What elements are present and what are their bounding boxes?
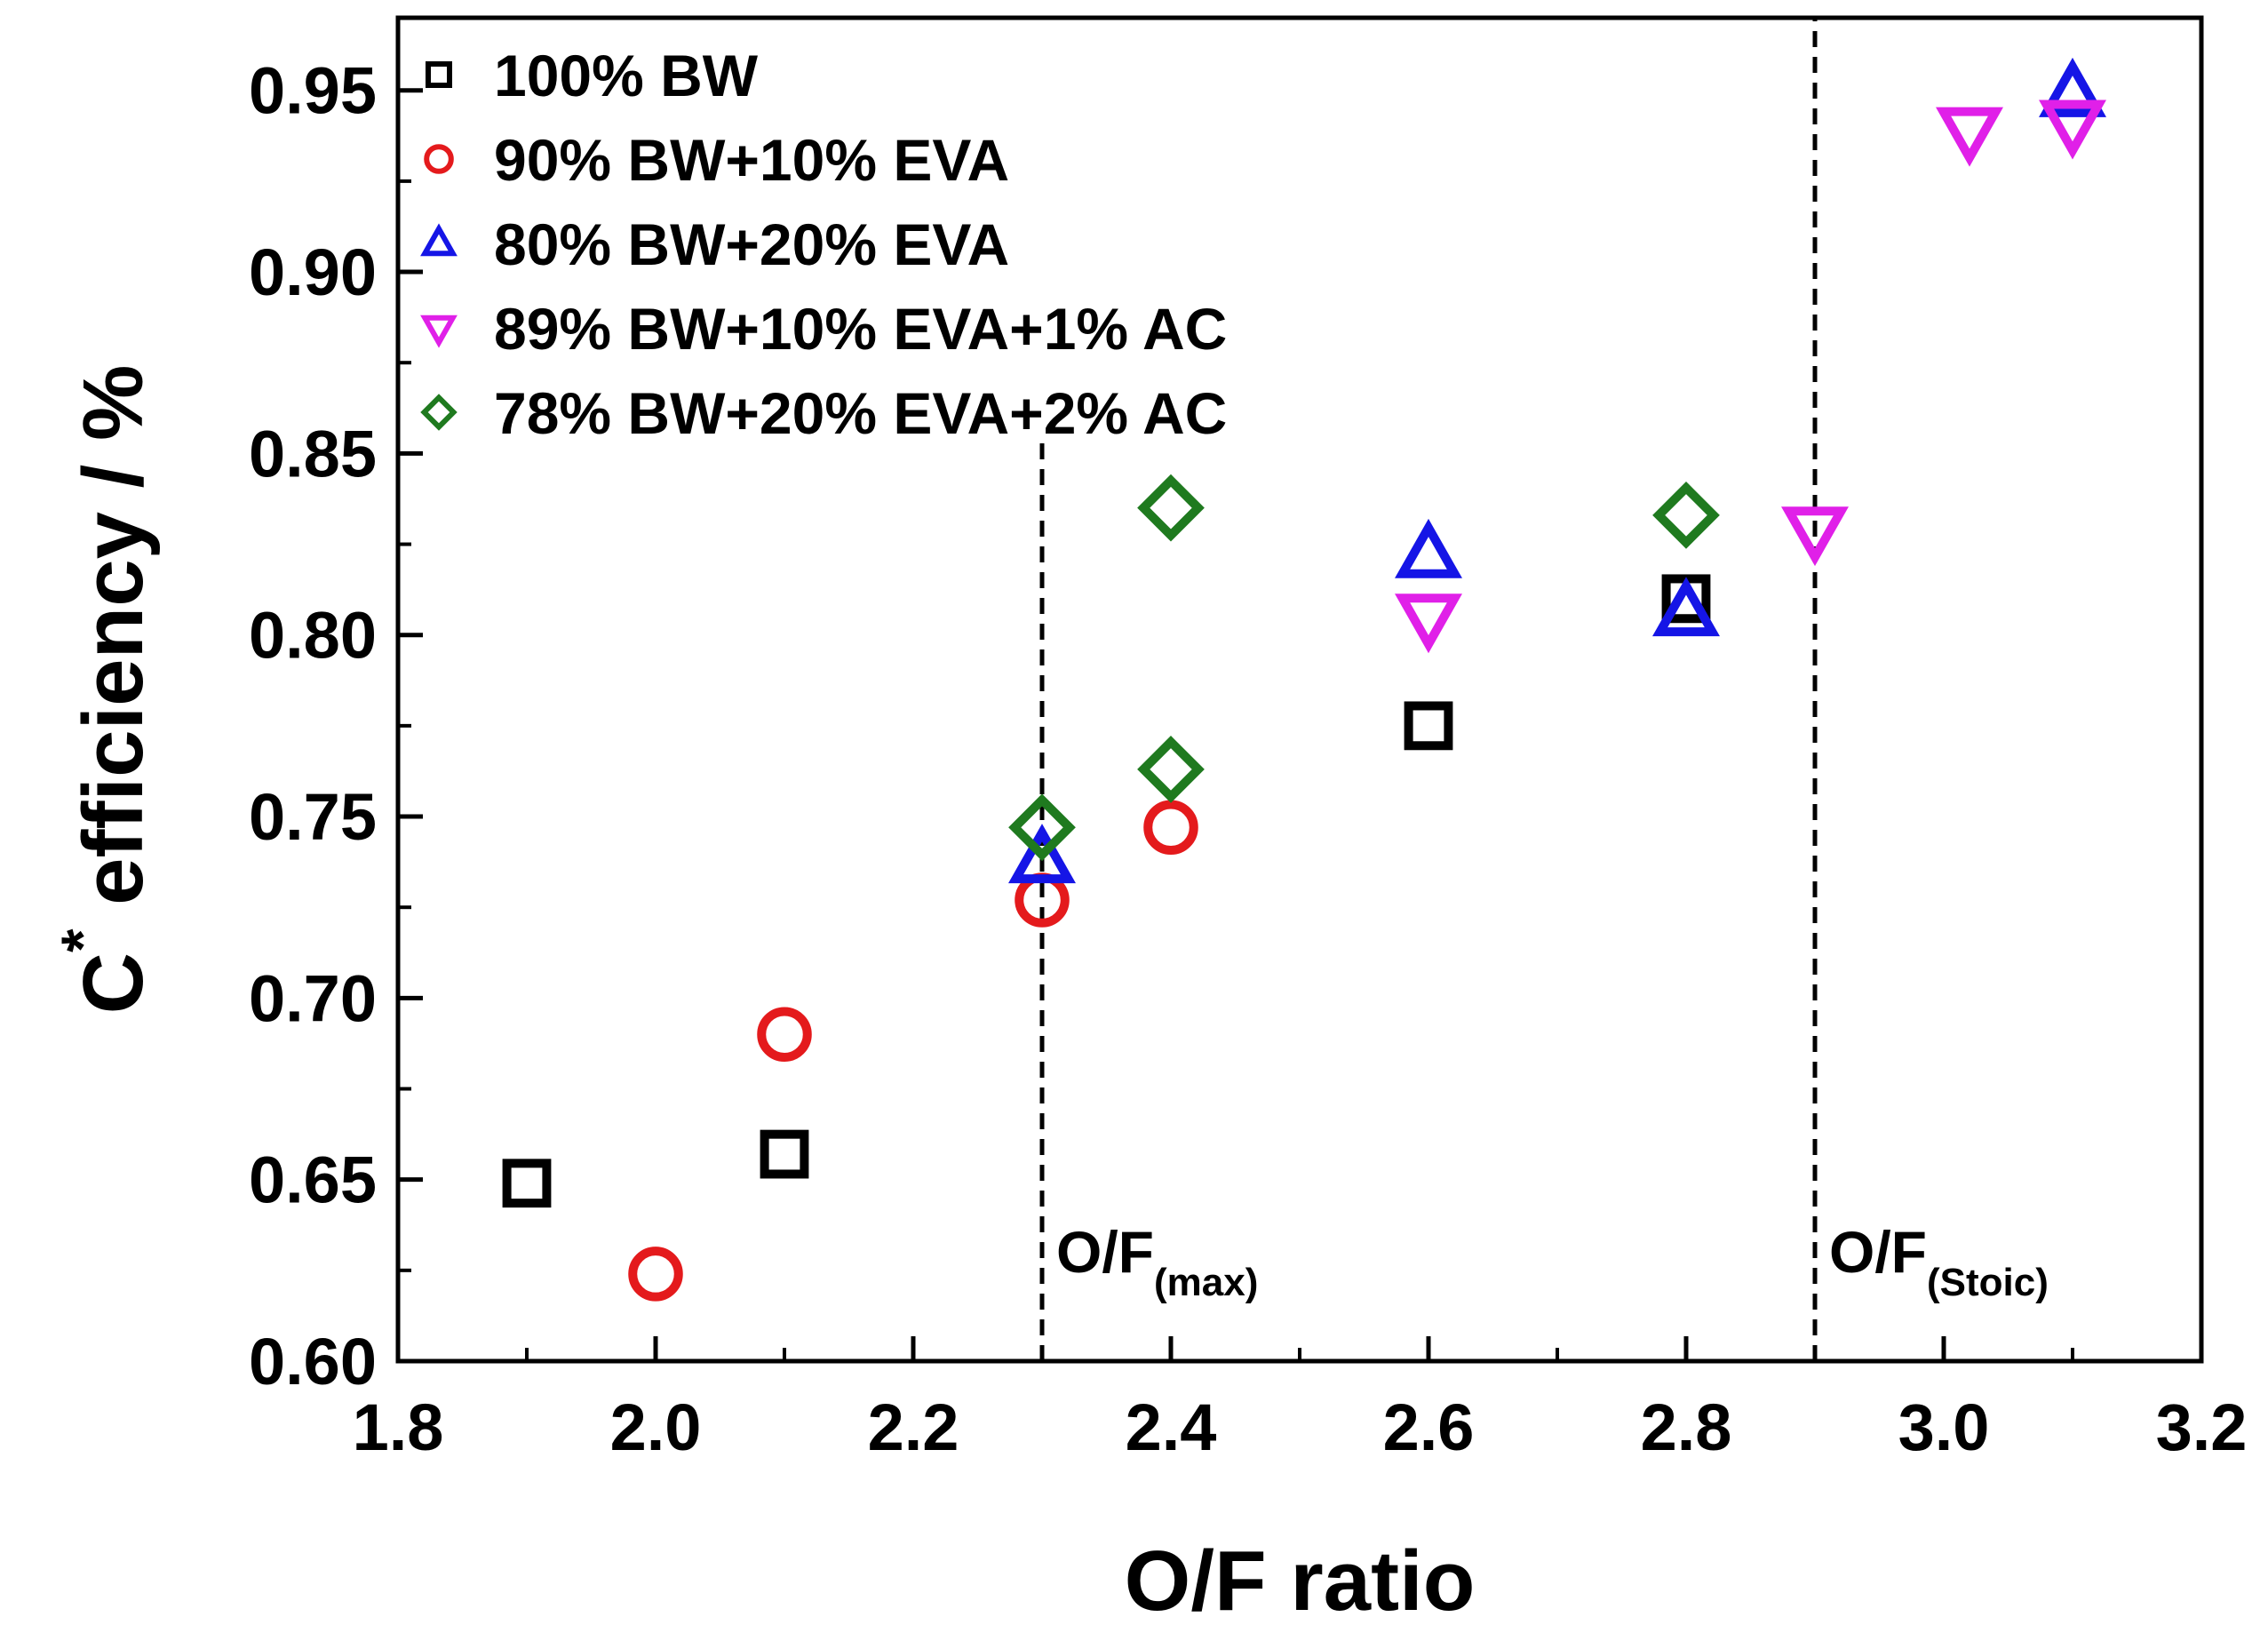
- legend-marker: [426, 61, 452, 88]
- legend-label: 100% BW: [494, 43, 759, 108]
- reference-line-label-sub: (max): [1154, 1261, 1258, 1304]
- legend-marker: [424, 144, 454, 174]
- legend-label: 90% BW+10% EVA: [494, 127, 1009, 193]
- legend-label: 78% BW+20% EVA+2% AC: [494, 380, 1227, 446]
- x-tick-label: 2.0: [610, 1390, 702, 1464]
- data-points: [502, 57, 2106, 1302]
- y-tick-label: 0.85: [249, 417, 377, 490]
- y-tick-label: 0.95: [249, 54, 377, 128]
- x-tick-label: 2.6: [1383, 1390, 1475, 1464]
- data-point: [1652, 577, 1720, 637]
- x-tick-label: 2.8: [1641, 1390, 1732, 1464]
- reference-line-label: O/F(Stoic): [1829, 1219, 2049, 1304]
- data-point: [2039, 57, 2106, 117]
- legend-label: 89% BW+10% EVA+1% AC: [494, 296, 1227, 362]
- y-axis-title-superscript: *: [49, 928, 116, 952]
- y-tick-label: 0.80: [249, 599, 377, 673]
- legend-marker: [420, 315, 458, 348]
- axes: 1.8 2.0 2.2 2.4 2.6 2.8 3.0 3.2 0.60 0.65 0.70 0.75…: [249, 54, 2247, 1464]
- reference-line-label-main: O/F: [1829, 1219, 1927, 1285]
- legend-marker: [420, 394, 458, 431]
- y-axis-title: C* efficiency / %: [49, 365, 161, 1015]
- y-tick-label: 0.90: [249, 235, 377, 309]
- data-point: [1395, 518, 1462, 578]
- legend: 100% BW 90% BW+10% EVA 80% BW+20% EVA 89% B…: [420, 43, 1227, 446]
- data-point: [1652, 481, 1720, 549]
- y-tick-label: 0.70: [249, 961, 377, 1035]
- x-tick-label: 2.2: [868, 1390, 959, 1464]
- y-axis-title-main: C: [66, 952, 161, 1014]
- data-point: [1143, 800, 1198, 856]
- x-axis-title: O/F ratio: [1125, 1533, 1476, 1629]
- y-tick-label: 0.65: [249, 1143, 377, 1217]
- series-0: [502, 574, 1711, 1208]
- data-point: [1137, 736, 1205, 803]
- data-point: [1137, 474, 1205, 542]
- data-point: [1008, 793, 1076, 862]
- x-tick-label: 3.0: [1898, 1390, 1990, 1464]
- data-point: [760, 1129, 809, 1179]
- reference-line-label: O/F(max): [1056, 1219, 1258, 1304]
- x-tick-label: 2.4: [1126, 1390, 1217, 1464]
- series-2: [1008, 57, 2106, 884]
- data-point: [628, 1247, 683, 1302]
- series-4: [1008, 474, 1720, 862]
- reference-line-label-main: O/F: [1056, 1219, 1154, 1285]
- x-tick-label: 1.8: [353, 1390, 444, 1464]
- legend-label: 80% BW+20% EVA: [494, 211, 1009, 277]
- reference-line-label-sub: (Stoic): [1927, 1261, 2049, 1304]
- data-point: [1781, 506, 1849, 567]
- data-point: [1395, 593, 1462, 654]
- y-tick-label: 0.60: [249, 1325, 377, 1398]
- series-3: [1395, 100, 2106, 654]
- reference-lines: O/F(max) O/F(Stoic): [1039, 18, 2049, 1361]
- data-point: [1936, 107, 2003, 167]
- legend-marker: [420, 223, 458, 257]
- data-point: [1404, 701, 1453, 751]
- data-point: [1008, 824, 1076, 884]
- data-point: [2039, 100, 2106, 160]
- y-tick-label: 0.75: [249, 780, 377, 854]
- data-point: [502, 1159, 552, 1208]
- y-axis-title-rest: efficiency / %: [66, 365, 161, 929]
- data-point: [757, 1007, 812, 1062]
- x-tick-label: 3.2: [2156, 1390, 2248, 1464]
